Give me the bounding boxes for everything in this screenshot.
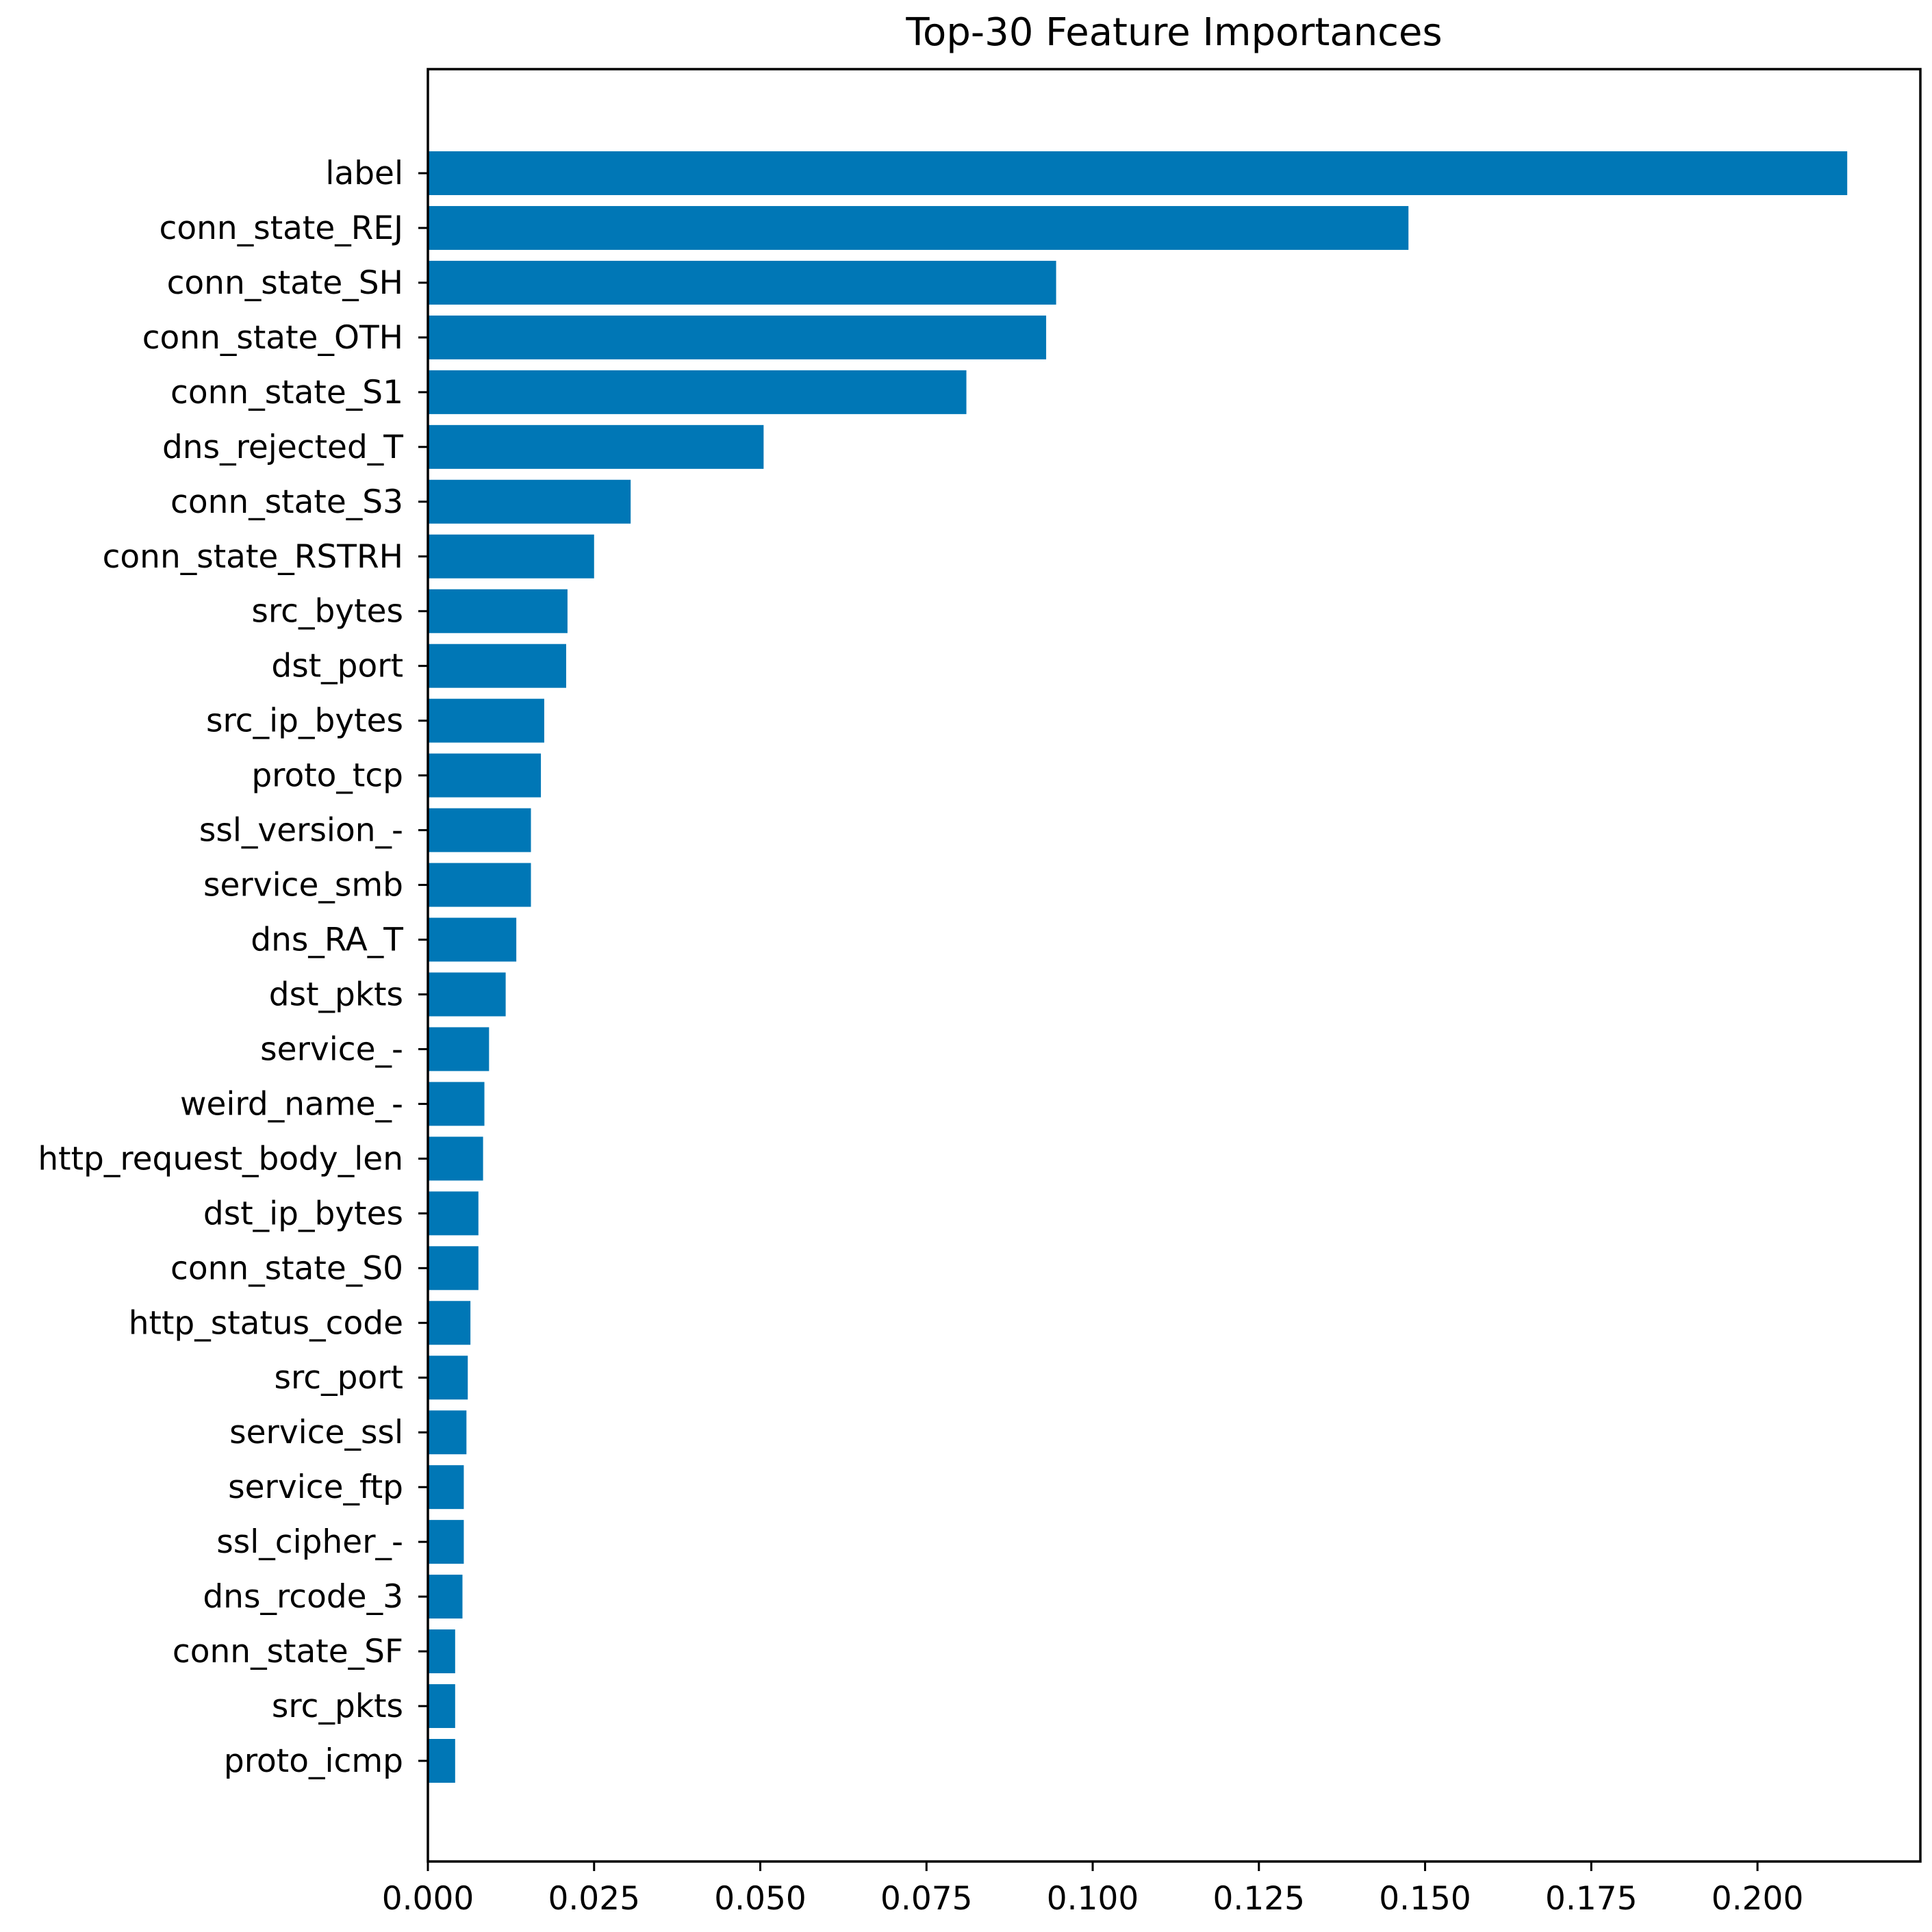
x-tick-label: 0.050	[714, 1880, 806, 1918]
y-tick-label: http_request_body_len	[38, 1140, 403, 1178]
bar-dns_rejected_T	[428, 424, 764, 469]
y-tick-label: proto_icmp	[224, 1742, 403, 1780]
x-tick-label: 0.175	[1545, 1880, 1638, 1918]
y-tick-label: conn_state_SF	[173, 1633, 403, 1670]
bar-src_pkts	[428, 1684, 455, 1729]
bar-src_ip_bytes	[428, 698, 544, 743]
plot-frame	[427, 68, 1922, 1863]
bar-http_request_body_len	[428, 1136, 483, 1181]
bar-src_port	[428, 1356, 468, 1400]
bar-dst_pkts	[428, 972, 506, 1017]
bar-service_ftp	[428, 1465, 464, 1510]
y-tick-label: conn_state_RSTRH	[103, 538, 403, 576]
y-tick-label: http_status_code	[129, 1304, 403, 1342]
bar-proto_tcp	[428, 753, 542, 798]
x-tick-label: 0.150	[1379, 1880, 1471, 1918]
y-tick-label: weird_name_-	[180, 1085, 403, 1123]
x-tick-label: 0.075	[880, 1880, 973, 1918]
bar-weird_name_-	[428, 1082, 485, 1126]
x-axis: 0.000 0.025 0.050 0.075 0.100 0.125 0.150 0.175…	[382, 1861, 1804, 1918]
y-tick-label: src_bytes	[251, 593, 403, 631]
y-tick-label: dst_pkts	[269, 976, 403, 1013]
bar-service_ssl	[428, 1410, 467, 1455]
bar-http_status_code	[428, 1301, 471, 1345]
y-tick-label: src_port	[275, 1359, 403, 1397]
bar-service_smb	[428, 863, 531, 907]
bar-conn_state_REJ	[428, 205, 1409, 250]
y-tick-label: service_smb	[203, 867, 403, 904]
x-tick-label: 0.125	[1213, 1880, 1306, 1918]
bar-conn_state_S1	[428, 370, 967, 414]
bar-conn_state_S3	[428, 479, 631, 524]
bar-src_bytes	[428, 589, 568, 633]
bar-conn_state_SH	[428, 260, 1056, 305]
y-tick-label: conn_state_S3	[170, 483, 403, 521]
bar-conn_state_S0	[428, 1246, 479, 1291]
bar-conn_state_SF	[428, 1629, 455, 1674]
x-tick-label: 0.025	[548, 1880, 640, 1918]
y-tick-label: dns_rejected_T	[162, 429, 403, 466]
x-tick-label: 0.000	[382, 1880, 474, 1918]
bar-proto_icmp	[428, 1739, 455, 1783]
y-tick-label: dns_RA_T	[251, 921, 403, 959]
bar-dns_rcode_3	[428, 1575, 463, 1619]
y-tick-label: dst_port	[271, 648, 403, 685]
bar-conn_state_RSTRH	[428, 534, 594, 579]
bar-conn_state_OTH	[428, 315, 1047, 359]
x-tick-label: 0.200	[1712, 1880, 1804, 1918]
bar-ssl_cipher_-	[428, 1520, 464, 1564]
y-tick-label: dns_rcode_3	[203, 1578, 403, 1616]
y-tick-label: ssl_version_-	[199, 812, 403, 850]
bar-dst_port	[428, 644, 566, 688]
y-tick-label: conn_state_REJ	[160, 209, 403, 247]
y-tick-label: proto_tcp	[251, 757, 403, 795]
y-axis: label conn_state_REJ conn_state_SH conn_sta…	[38, 155, 428, 1780]
y-tick-label: conn_state_S0	[170, 1249, 403, 1287]
y-tick-label: service_ftp	[228, 1469, 403, 1506]
y-tick-label: service_ssl	[229, 1414, 403, 1451]
y-tick-label: conn_state_SH	[167, 264, 403, 302]
y-tick-label: src_ip_bytes	[206, 702, 403, 740]
y-tick-label: conn_state_S1	[170, 374, 403, 411]
bars-layer	[428, 151, 1848, 1783]
bar-dns_RA_T	[428, 917, 517, 962]
bar-label	[428, 151, 1848, 195]
y-tick-label: src_pkts	[272, 1688, 403, 1725]
bar-ssl_version_-	[428, 808, 531, 852]
y-tick-label: ssl_cipher_-	[216, 1523, 403, 1561]
y-tick-label: service_-	[260, 1030, 403, 1068]
x-tick-label: 0.100	[1047, 1880, 1139, 1918]
y-tick-label: dst_ip_bytes	[203, 1195, 403, 1232]
chart-title: Top-30 Feature Importances	[905, 10, 1442, 55]
bar-dst_ip_bytes	[428, 1191, 479, 1236]
y-tick-label: conn_state_OTH	[142, 319, 403, 357]
y-tick-label: label	[325, 155, 403, 192]
bar-service_-	[428, 1027, 490, 1071]
